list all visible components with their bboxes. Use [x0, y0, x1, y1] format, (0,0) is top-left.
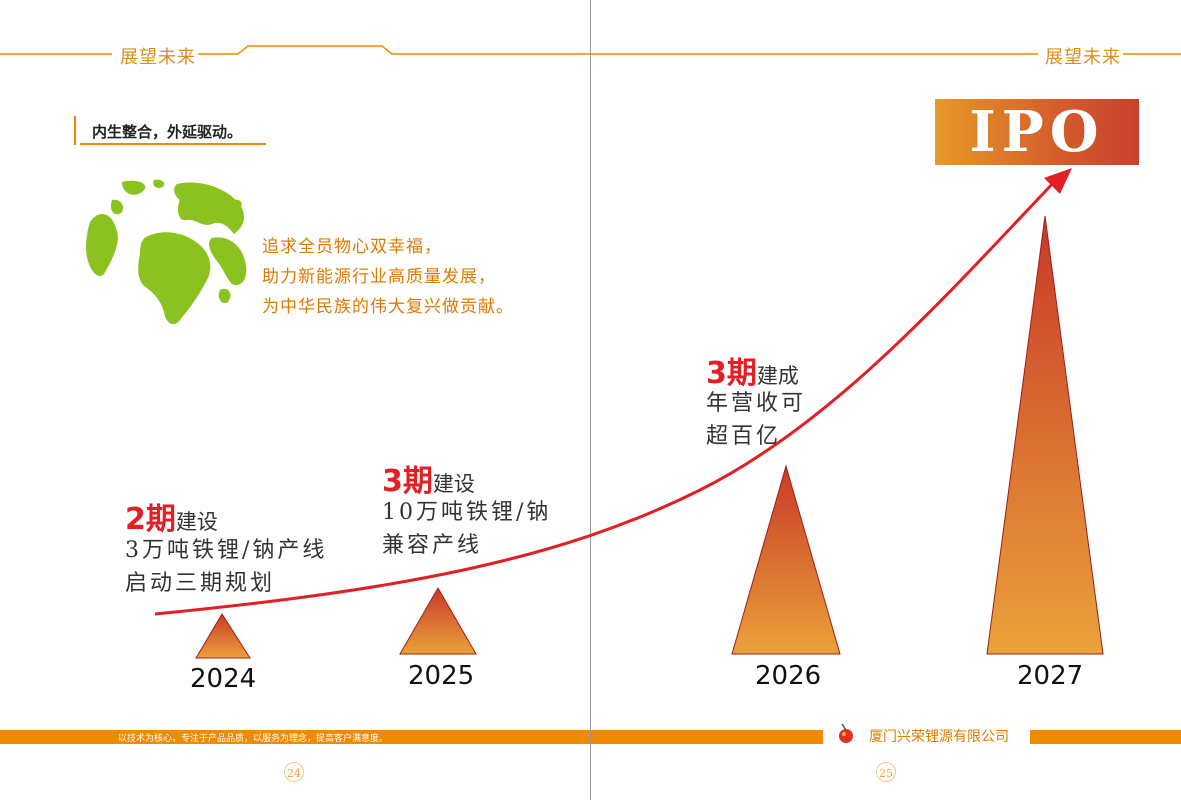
right-footer-bar-left	[591, 730, 823, 744]
globe-icon	[84, 179, 252, 328]
phase-2024-heading: 2期建设	[125, 494, 218, 538]
phase-2024-description: 3万吨铁锂/钠产线 启动三期规划	[125, 534, 327, 600]
desc-line: 10万吨铁锂/钠	[382, 500, 552, 525]
subheading: 内生整合，外延驱动。	[92, 123, 243, 141]
right-header-rule	[591, 53, 1181, 55]
company-name: 厦门兴荣锂源有限公司	[869, 729, 1009, 745]
left-footer-bar	[0, 730, 590, 744]
year-2024: 2024	[190, 664, 257, 694]
right-header-title: 展望未来	[1045, 47, 1121, 68]
triangle-2026	[731, 464, 841, 655]
page-fold-line	[590, 0, 591, 800]
year-2027: 2027	[1017, 661, 1084, 691]
triangle-2024	[195, 613, 251, 659]
growth-arrow	[154, 176, 1060, 616]
phase-word: 建设	[175, 510, 218, 534]
triangle-2027	[986, 215, 1104, 655]
phase-2025-description: 10万吨铁锂/钠 兼容产线	[382, 496, 551, 562]
right-page-number: 25	[876, 762, 896, 782]
desc-line: 超百亿	[706, 424, 782, 449]
svg-text:·: ·	[854, 738, 856, 744]
page-number-text: 24	[287, 767, 301, 780]
desc-line: 3万吨铁锂/钠产线	[125, 538, 328, 563]
page-number-text: 25	[879, 767, 893, 780]
phase-number: 3期	[706, 356, 757, 391]
company-logo-icon: ·	[839, 723, 856, 744]
left-header-rule	[0, 45, 590, 55]
phase-2026-heading: 3期建成	[706, 348, 799, 392]
left-header-title: 展望未来	[120, 47, 196, 68]
phase-word: 建成	[756, 364, 799, 388]
phase-number: 2期	[125, 502, 176, 537]
slogan-block: 追求全员物心双幸福， 助力新能源行业高质量发展， 为中华民族的伟大复兴做贡献。	[262, 232, 514, 322]
desc-line: 年营收可	[706, 391, 807, 416]
left-page-number: 24	[284, 762, 304, 782]
phase-2026-description: 年营收可 超百亿	[706, 387, 806, 453]
desc-line: 启动三期规划	[125, 571, 276, 596]
year-2025: 2025	[408, 661, 475, 691]
year-2026: 2026	[755, 661, 822, 691]
subheading-marker	[74, 116, 76, 145]
slogan-line: 为中华民族的伟大复兴做贡献。	[262, 297, 514, 317]
phase-2025-heading: 3期建设	[382, 456, 475, 500]
ipo-badge: IPO	[935, 99, 1139, 165]
growth-arrowhead	[1044, 168, 1072, 194]
phase-number: 3期	[382, 464, 433, 499]
phase-word: 建设	[432, 472, 475, 496]
slogan-line: 助力新能源行业高质量发展，	[262, 267, 496, 287]
triangle-2025	[399, 586, 477, 655]
right-footer-bar-right	[1030, 730, 1181, 744]
desc-line: 兼容产线	[382, 533, 483, 558]
footer-motto: 以技术为核心，专注于产品品质，以服务为理念，提高客户满意度。	[118, 734, 389, 744]
slogan-line: 追求全员物心双幸福，	[262, 237, 442, 257]
subheading-underline	[80, 143, 266, 145]
